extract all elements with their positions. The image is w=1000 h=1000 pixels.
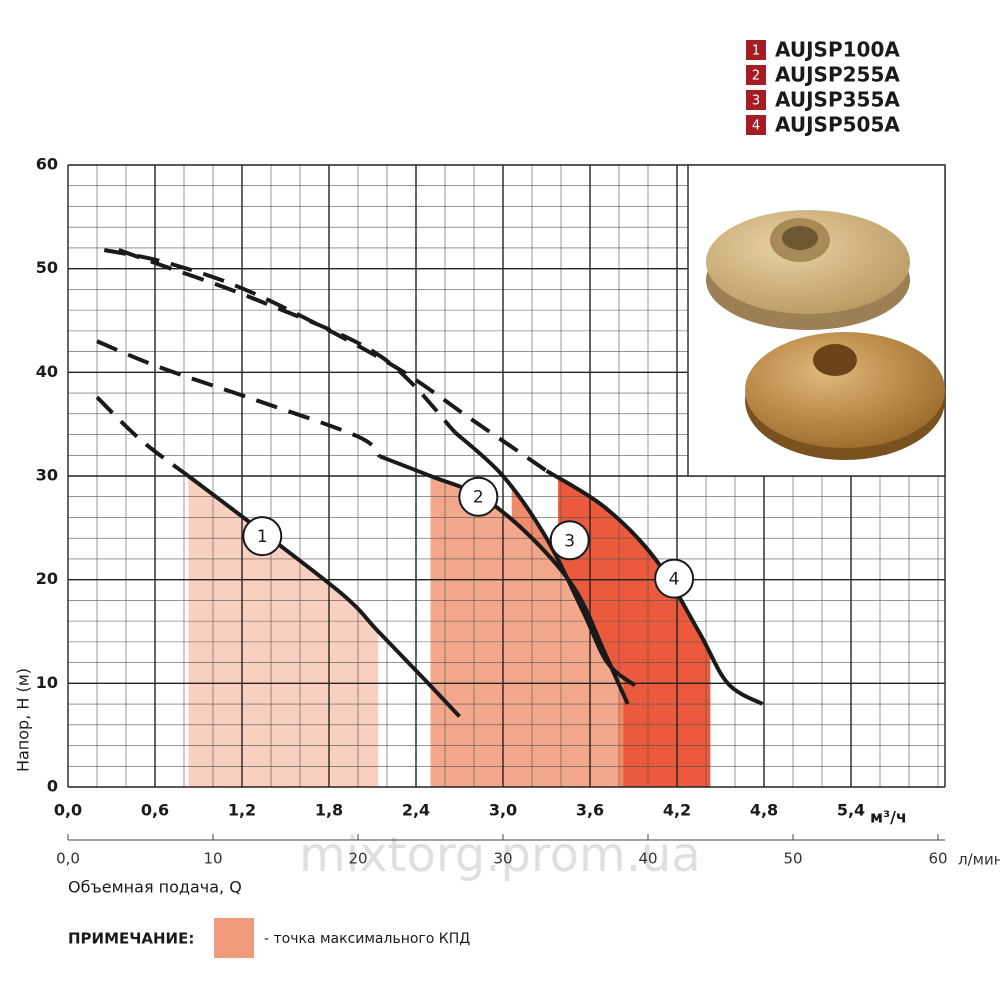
x2-tick-label: 30 xyxy=(493,850,512,868)
y-tick-label: 30 xyxy=(36,466,58,485)
legend-number: 4 xyxy=(752,119,760,134)
x2-tick-label: 60 xyxy=(928,850,947,868)
x2-unit: л/мин xyxy=(958,851,1000,869)
curve-number: 3 xyxy=(564,531,575,551)
x-tick-label: 1,2 xyxy=(228,801,256,820)
y-tick-label: 10 xyxy=(36,673,58,692)
legend-label: AUJSP355A xyxy=(775,88,900,112)
y-tick-label: 0 xyxy=(47,777,58,796)
y-tick-label: 20 xyxy=(36,569,58,588)
curve-callout xyxy=(654,558,695,599)
x2-tick-label: 20 xyxy=(348,850,367,868)
curve-callout xyxy=(549,520,590,561)
impeller-top xyxy=(706,210,910,314)
x-tick-label: 1,8 xyxy=(315,801,343,820)
curve-number: 1 xyxy=(257,527,268,547)
curve-number: 2 xyxy=(473,488,484,508)
legend-number: 3 xyxy=(752,94,760,109)
note-swatch xyxy=(214,918,254,958)
legend-swatch xyxy=(746,65,766,85)
note-text: - точка максимального КПД xyxy=(264,931,470,947)
x-tick-label: 3,6 xyxy=(576,801,604,820)
x-tick-label: 4,2 xyxy=(663,801,691,820)
legend-swatch xyxy=(746,40,766,60)
legend-swatch xyxy=(746,115,766,135)
curve-number: 4 xyxy=(669,570,680,590)
curve xyxy=(379,454,630,705)
legend-swatch xyxy=(746,90,766,110)
y-tick-label: 60 xyxy=(36,155,58,174)
impeller-photo xyxy=(687,164,946,477)
curve-dashed xyxy=(103,248,548,473)
x2-tick-label: 0,0 xyxy=(56,850,80,868)
x-tick-label: 0,6 xyxy=(141,801,169,820)
curve-callout xyxy=(458,476,499,517)
legend-label: AUJSP255A xyxy=(775,63,900,87)
y-axis-label: Напор, H (м) xyxy=(14,668,33,772)
curve-callout xyxy=(242,516,283,557)
curves xyxy=(95,248,764,718)
x-tick-label: 4,8 xyxy=(750,801,778,820)
annotations: 1 2 3 4 xyxy=(242,476,695,599)
x-tick-label: 3,0 xyxy=(489,801,517,820)
y-tick-label: 50 xyxy=(36,258,58,277)
legend-number: 1 xyxy=(752,44,760,59)
x-tick-label: 0,0 xyxy=(54,801,82,820)
legend-label: AUJSP100A xyxy=(775,38,900,62)
impeller-bottom xyxy=(745,332,945,448)
curve-dashed xyxy=(95,395,190,478)
x-axis-label: Объемная подача, Q xyxy=(68,878,242,897)
x2-tick-label: 10 xyxy=(203,850,222,868)
curve-dashed xyxy=(118,248,457,434)
watermark: mixtorg.prom.ua xyxy=(299,827,701,883)
impeller-eye xyxy=(782,226,818,250)
note-label: ПРИМЕЧАНИЕ: xyxy=(68,930,194,948)
x2-tick-label: 50 xyxy=(783,850,802,868)
y-tick-label: 40 xyxy=(36,362,58,381)
x-tick-label: 5,4 xyxy=(837,801,865,820)
x-tick-label: 2,4 xyxy=(402,801,430,820)
curve xyxy=(453,430,637,688)
x-unit: м³/ч xyxy=(870,808,907,827)
legend-number: 2 xyxy=(752,69,760,84)
curve-dashed xyxy=(96,339,382,458)
legend-label: AUJSP505A xyxy=(775,113,900,137)
impeller-hub xyxy=(813,344,857,376)
x2-tick-label: 40 xyxy=(638,850,657,868)
